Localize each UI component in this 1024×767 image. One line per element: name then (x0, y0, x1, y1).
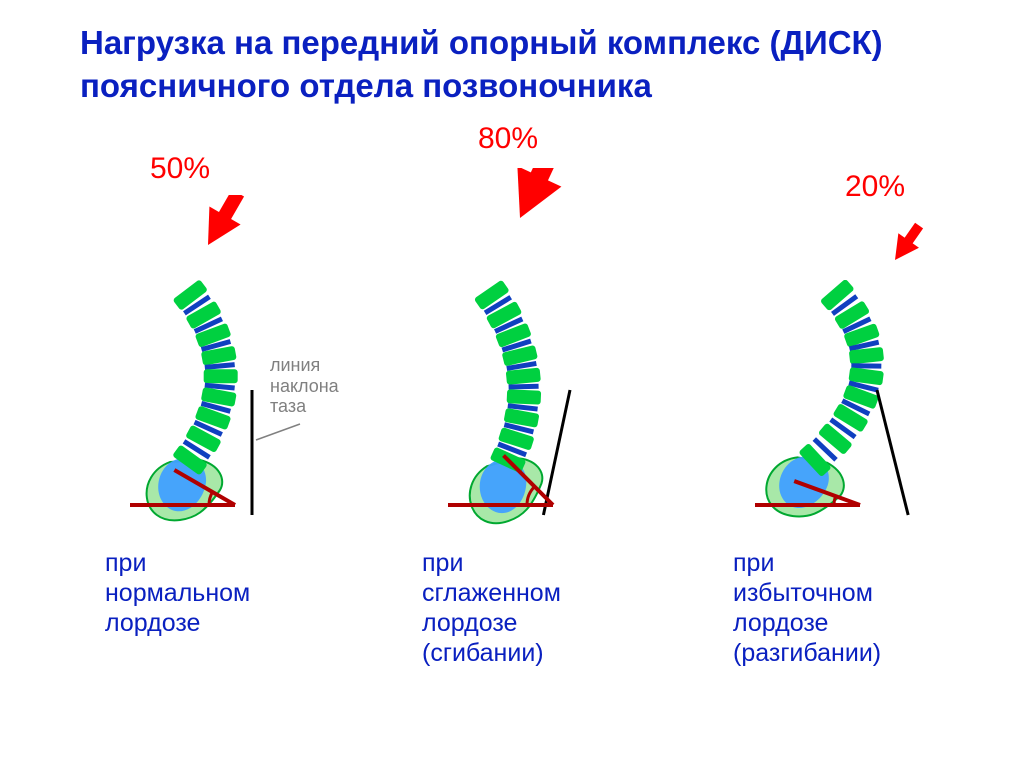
caption-normal: при нормальном лордозе (105, 548, 250, 638)
caption-excess: при избыточном лордозе (разгибании) (733, 548, 881, 668)
percent-label-excess: 20% (845, 170, 905, 204)
percent-label-normal: 50% (150, 152, 210, 186)
caption-flattened: при сглаженном лордозе (сгибании) (422, 548, 561, 668)
percent-label-flattened: 80% (478, 122, 538, 156)
load-arrow-flattened (470, 168, 570, 273)
diagram-title: Нагрузка на передний опорный комплекс (Д… (80, 22, 960, 108)
pelvis-tilt-label: линия наклона таза (270, 355, 339, 417)
